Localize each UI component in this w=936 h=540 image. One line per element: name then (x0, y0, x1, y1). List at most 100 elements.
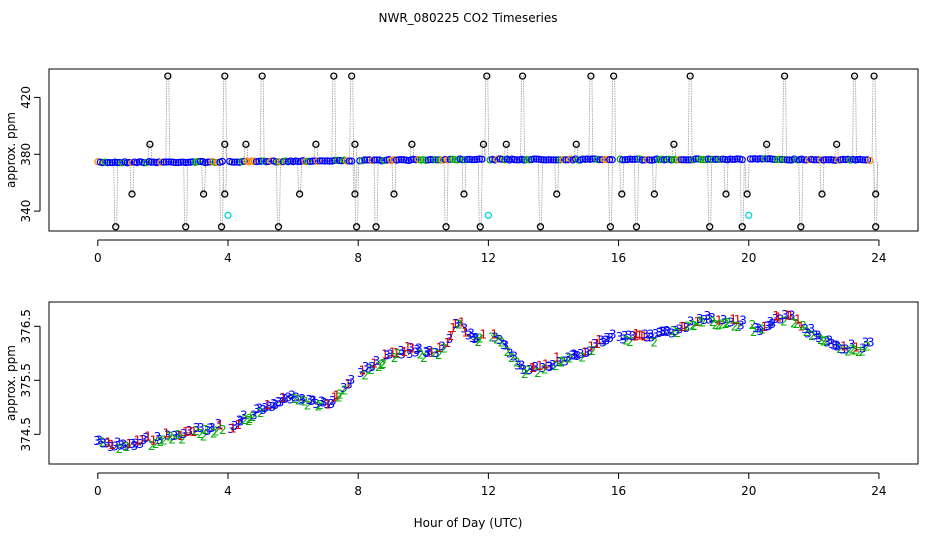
marker-2: 2 (431, 346, 439, 360)
ambient-point (348, 157, 356, 165)
bottom-x-tick-label: 20 (741, 484, 756, 498)
marker-3: 3 (755, 322, 763, 336)
marker-3: 3 (569, 348, 577, 362)
marker-2: 2 (99, 435, 107, 449)
calibration-spike-line (744, 162, 750, 195)
marker-3: 3 (839, 342, 847, 356)
ambient-point (240, 157, 248, 165)
calibration-point (872, 190, 880, 198)
calibration-point (483, 72, 491, 80)
bottom-plot-frame (48, 301, 919, 465)
marker-3: 3 (687, 314, 695, 328)
marker-3: 3 (621, 329, 629, 343)
ambient-point (204, 158, 212, 166)
marker-3: 3 (298, 392, 306, 406)
marker-3: 3 (270, 397, 278, 411)
marker-3: 3 (422, 345, 430, 359)
marker-3: 3 (413, 343, 421, 357)
ambient-point (638, 156, 646, 164)
marker-3: 3 (318, 394, 326, 408)
marker-2: 2 (367, 363, 375, 377)
ambient-point (793, 156, 801, 164)
calibration-spike-line (538, 162, 543, 228)
marker-2: 2 (391, 351, 399, 365)
marker-1: 1 (359, 363, 367, 377)
top-y-tick-label: 340 (19, 200, 33, 223)
marker-3: 3 (180, 427, 188, 441)
calibration-point (618, 190, 626, 198)
marker-2: 2 (123, 440, 131, 454)
marker-3: 3 (93, 434, 101, 448)
marker-2: 2 (714, 318, 722, 332)
ambient-point (427, 155, 435, 164)
ambient-point (687, 156, 695, 164)
ambient-point (680, 156, 688, 164)
marker-2: 2 (168, 433, 176, 447)
calibration-spike-line (443, 162, 449, 228)
ambient-point (761, 155, 769, 163)
marker-3: 3 (365, 362, 373, 376)
calibration-point (743, 190, 751, 198)
bottom-markers: 3323313133233321333131331212332213223321… (93, 308, 874, 456)
marker-3: 3 (453, 317, 461, 331)
marker-3: 3 (114, 435, 122, 449)
marker-2: 2 (315, 400, 323, 414)
marker-3: 3 (807, 322, 815, 336)
marker-3: 3 (616, 330, 624, 344)
ambient-point (697, 155, 705, 164)
marker-1: 1 (853, 341, 861, 355)
top-points (94, 72, 880, 231)
top-y-tick-label: 380 (19, 143, 33, 166)
ambient-point (363, 156, 371, 164)
ambient-point (839, 155, 847, 163)
calibration-point (818, 190, 826, 198)
ambient-point (780, 155, 789, 164)
calibration-point (832, 140, 841, 148)
marker-3: 3 (275, 395, 283, 409)
calibration-point (706, 223, 714, 231)
calibration-point (408, 140, 416, 148)
marker-3: 3 (471, 332, 479, 346)
ambient-point (513, 156, 521, 164)
marker-2: 2 (749, 318, 757, 332)
marker-1: 1 (451, 317, 459, 331)
ambient-point (866, 156, 874, 165)
marker-3: 3 (496, 333, 504, 347)
marker-3: 3 (99, 436, 107, 450)
marker-2: 2 (202, 423, 210, 437)
marker-1: 1 (408, 341, 416, 355)
marker-1: 1 (234, 418, 242, 432)
marker-3: 3 (345, 378, 353, 392)
marker-3: 3 (599, 336, 607, 350)
top-x-tick-label: 24 (871, 251, 886, 265)
marker-3: 3 (788, 308, 796, 322)
ambient-point (277, 158, 285, 166)
marker-1: 1 (108, 438, 116, 452)
ambient-point (758, 155, 767, 163)
bottom-panel: 3323313133233321333131331212332213223321… (4, 301, 919, 498)
ambient-point (468, 156, 476, 164)
marker-3: 3 (323, 397, 331, 411)
marker-2: 2 (488, 331, 496, 345)
ambient-point (728, 155, 737, 163)
ambient-point (446, 155, 454, 163)
marker-3: 3 (591, 337, 599, 351)
marker-2: 2 (734, 320, 742, 334)
ambient-point (147, 158, 156, 166)
marker-2: 2 (335, 391, 343, 405)
marker-2: 2 (690, 319, 698, 333)
marker-3: 3 (208, 421, 216, 435)
marker-2: 2 (863, 340, 871, 354)
calibration-spike-line (707, 162, 713, 228)
ambient-point (311, 157, 319, 165)
ambient-point (412, 156, 420, 164)
marker-3: 3 (357, 366, 365, 380)
marker-3: 3 (292, 390, 300, 404)
marker-3: 3 (256, 402, 264, 416)
calibration-spike-line (852, 75, 857, 163)
calibration-spike-line (331, 75, 337, 163)
marker-2: 2 (157, 435, 165, 449)
marker-1: 1 (182, 425, 190, 439)
ambient-point (431, 156, 440, 164)
marker-2: 2 (341, 383, 349, 397)
